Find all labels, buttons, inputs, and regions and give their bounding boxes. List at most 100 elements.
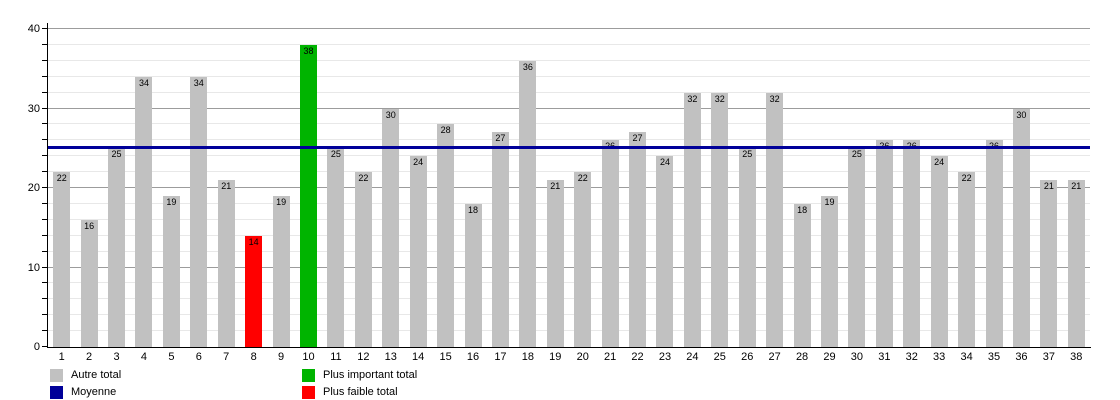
bar: 30 <box>1012 108 1030 347</box>
gridline <box>48 139 1090 141</box>
bar-value-label: 32 <box>683 93 701 105</box>
bar: 30 <box>382 108 400 347</box>
bar-value-label: 19 <box>272 196 290 208</box>
gridline <box>48 298 1090 300</box>
bar: 36 <box>519 60 537 347</box>
gridline <box>48 171 1090 173</box>
x-tick-label: 14 <box>412 351 425 363</box>
legend-label: Autre total <box>71 369 122 381</box>
x-tick-label: 38 <box>1070 351 1083 363</box>
bar-value-label: 32 <box>766 93 784 105</box>
y-axis-tick <box>42 266 48 268</box>
y-axis-tick <box>42 28 48 29</box>
legend: Autre total Moyenne Plus important total Pl… <box>0 366 1120 400</box>
bar: 26 <box>985 140 1003 347</box>
bar-value-label: 21 <box>1067 181 1085 193</box>
x-tick-label: 37 <box>1042 351 1055 363</box>
gridline <box>48 107 1090 109</box>
x-tick-label: 27 <box>768 351 781 363</box>
bar-value-label: 21 <box>546 181 564 193</box>
bar: 18 <box>793 203 811 347</box>
x-tick-label: 33 <box>933 351 946 363</box>
bar-value-label: 25 <box>327 149 345 161</box>
bar-value-label: 19 <box>821 196 838 208</box>
gridline <box>48 314 1090 316</box>
bar-value-label: 18 <box>464 204 482 216</box>
bar-value-label: 22 <box>354 173 372 185</box>
bar: 24 <box>930 156 948 347</box>
x-tick-label: 2 <box>86 351 93 363</box>
bar: 34 <box>190 76 208 347</box>
gridline <box>48 330 1090 332</box>
bar: 25 <box>738 148 756 347</box>
y-axis-tick <box>42 139 48 141</box>
x-tick-label: 8 <box>250 351 257 363</box>
y-axis-tick <box>42 123 48 125</box>
y-axis-tick <box>42 59 48 61</box>
x-tick-label: 26 <box>741 351 754 363</box>
y-axis-tick <box>42 218 48 220</box>
bar-value-label: 18 <box>793 204 811 216</box>
x-tick-label: 1 <box>58 351 65 363</box>
y-tick-label: 40 <box>27 23 40 35</box>
bar-value-label: 25 <box>738 149 756 161</box>
x-tick-label: 36 <box>1015 351 1028 363</box>
bar-value-label: 21 <box>1040 181 1058 193</box>
bar-value-label: 19 <box>162 196 180 208</box>
x-tick-label: 10 <box>302 351 315 363</box>
x-tick-label: 24 <box>686 351 699 363</box>
bar-value-label: 25 <box>108 149 126 161</box>
legend-swatch <box>50 368 63 382</box>
bar: 27 <box>629 132 647 347</box>
y-axis-tick <box>42 346 48 347</box>
bar-value-label: 34 <box>190 77 208 89</box>
bar-value-label: 22 <box>53 173 71 185</box>
bar: 24 <box>409 156 427 347</box>
x-axis-line <box>47 347 1091 348</box>
bar: 27 <box>491 132 509 347</box>
x-tick-label: 30 <box>850 351 864 363</box>
y-axis-line <box>47 23 48 348</box>
x-tick-label: 3 <box>113 351 120 363</box>
gridline <box>48 43 1090 45</box>
bar-value-label: 34 <box>135 77 153 89</box>
legend-item: Moyenne <box>50 385 116 399</box>
x-tick-label: 28 <box>795 351 809 363</box>
gridline <box>48 266 1090 268</box>
y-axis-tick <box>42 202 48 204</box>
gridline <box>48 123 1090 125</box>
x-tick-label: 23 <box>658 351 672 363</box>
bar-value-label: 27 <box>491 133 509 145</box>
y-axis-tick <box>42 234 48 236</box>
bar: 21 <box>217 180 235 347</box>
legend-item: Autre total <box>50 368 121 382</box>
gridline <box>48 218 1090 220</box>
bar: 26 <box>875 140 893 347</box>
bar: 21 <box>1067 180 1085 347</box>
bar-value-label: 28 <box>437 125 455 137</box>
bar: 25 <box>327 148 345 347</box>
y-tick-label: 20 <box>27 182 40 194</box>
legend-label: Plus important total <box>323 369 418 381</box>
bar: 26 <box>601 140 619 347</box>
bar-value-label: 36 <box>519 61 537 73</box>
x-tick-label: 34 <box>960 351 973 363</box>
bar-value-label: 38 <box>300 45 317 57</box>
x-tick-label: 6 <box>195 351 202 363</box>
gridline <box>48 202 1090 204</box>
y-tick-label: 10 <box>27 261 40 274</box>
bar-value-label: 25 <box>848 149 866 161</box>
gridline <box>48 91 1090 93</box>
gridline <box>48 75 1090 77</box>
x-tick-label: 16 <box>466 351 480 363</box>
x-tick-label: 7 <box>223 351 230 363</box>
gridline <box>48 187 1090 188</box>
x-tick-label: 25 <box>713 351 726 363</box>
bar: 19 <box>272 195 290 347</box>
gridline <box>48 28 1090 29</box>
x-tick-label: 19 <box>549 351 562 363</box>
bar-value-label: 30 <box>1012 109 1030 121</box>
bar-value-label: 30 <box>382 109 400 121</box>
bar: 25 <box>848 148 866 347</box>
